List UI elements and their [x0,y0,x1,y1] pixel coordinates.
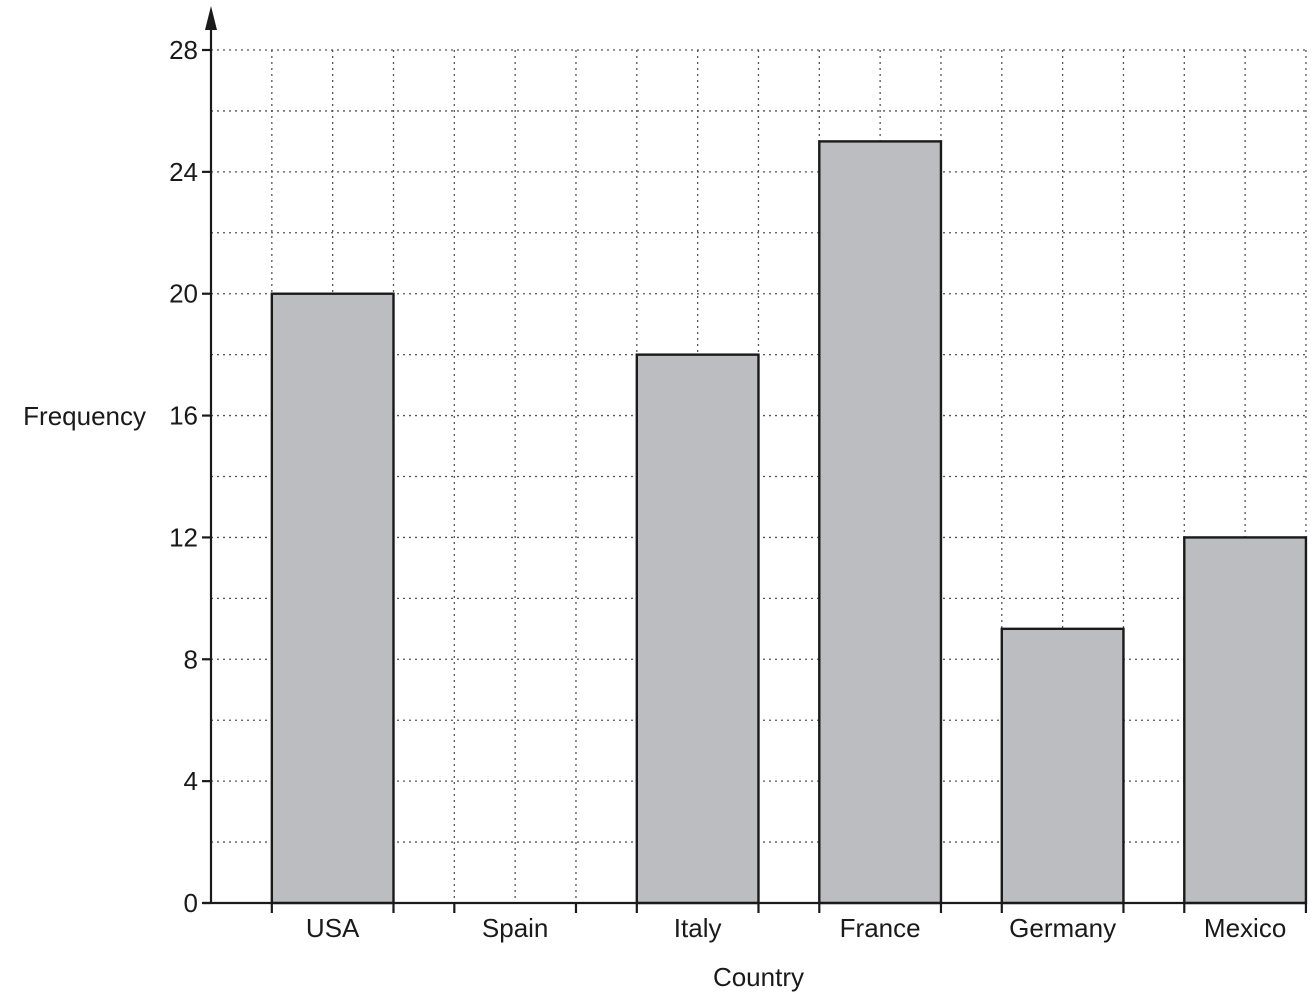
y-tick-label: 28 [169,35,198,65]
bar-italy [637,355,759,903]
x-axis-title: Country [713,962,804,992]
y-tick-label: 8 [184,644,198,674]
y-axis-title: Frequency [23,401,146,431]
y-tick-label: 12 [169,522,198,552]
x-tick-label-germany: Germany [1009,913,1116,943]
y-tick-label: 24 [169,157,198,187]
x-tick-label-mexico: Mexico [1204,913,1286,943]
bar-mexico [1184,537,1306,903]
y-tick-label: 20 [169,279,198,309]
x-tick-label-italy: Italy [674,913,722,943]
y-tick-label: 4 [184,766,198,796]
bars [272,141,1306,903]
y-axis-arrowhead [205,6,217,30]
x-ticks: USA Spain Italy France Germany Mexico [272,903,1306,943]
x-tick-label-usa: USA [306,913,360,943]
bar-france [819,141,941,903]
bar-germany [1002,629,1124,903]
y-tick-label: 16 [169,401,198,431]
y-ticks: 0 4 8 12 16 20 24 28 [169,35,211,918]
x-tick-label-france: France [840,913,921,943]
y-tick-label: 0 [184,888,198,918]
bar-usa [272,294,394,903]
x-tick-label-spain: Spain [482,913,549,943]
